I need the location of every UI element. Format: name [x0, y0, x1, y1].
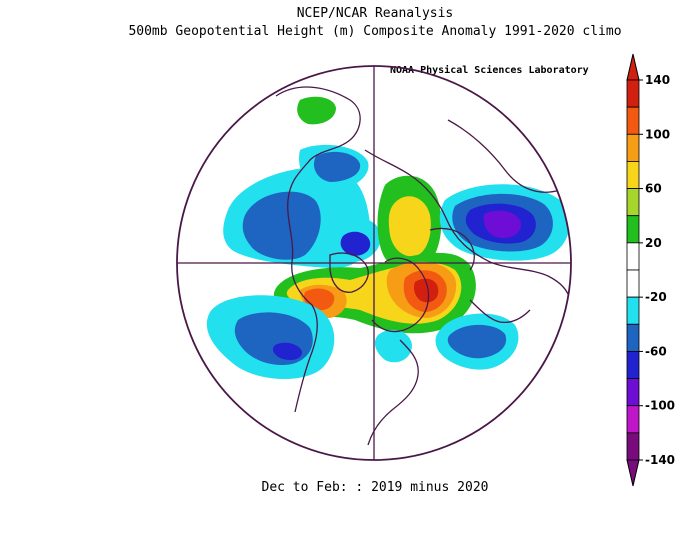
colorbar-arrow-bottom [626, 459, 640, 487]
contour-violet-siberia [483, 210, 521, 238]
colorbar-tick-label: -60 [645, 344, 667, 358]
colorbar-tick-label: 60 [645, 182, 662, 196]
colorbar-tick-label: 20 [645, 236, 662, 250]
colorbar-swatch [626, 79, 640, 108]
colorbar-tick-label: -20 [645, 290, 667, 304]
contour-cyan-hudson [374, 329, 412, 363]
contour-blue-northatlantic [313, 151, 361, 182]
contour-yellow-greenland [388, 196, 431, 257]
colorbar-swatch [626, 378, 640, 407]
map-boundary [176, 65, 572, 461]
colorbar-swatch [626, 161, 640, 189]
colorbar-swatch [626, 296, 640, 325]
colorbar-arrow-top [626, 53, 640, 81]
colorbar-swatch [626, 215, 640, 244]
colorbar-tick-label: 100 [645, 127, 670, 141]
colorbar-tick-label: -140 [645, 453, 675, 467]
contour-blue-atlantic [242, 191, 321, 260]
coastlines [275, 86, 571, 446]
contour-darkred-canada [414, 278, 439, 303]
contour-red-canada [304, 270, 447, 312]
contour-purple-pacific [272, 342, 302, 360]
colorbar-tick-label: 140 [645, 73, 670, 87]
chart-title: NCEP/NCAR Reanalysis [296, 6, 454, 21]
colorbar-swatch [626, 269, 640, 298]
colorbar-swatch [626, 351, 640, 379]
anomaly-field [206, 96, 570, 380]
colorbar-swatch [626, 405, 640, 434]
colorbar: 140 100 60 20 -20 -60 -100 -140 [626, 53, 675, 487]
contour-blue-eastus [447, 324, 507, 359]
chart-subtitle: 500mb Geopotential Height (m) Composite … [128, 24, 622, 39]
colorbar-swatch [626, 133, 640, 162]
colorbar-swatch [626, 432, 640, 461]
credit-label: NOAA Physical Sciences Laboratory [390, 65, 589, 76]
colorbar-tick-label: -100 [645, 399, 675, 413]
colorbar-swatch [626, 242, 640, 271]
colorbar-swatch [626, 106, 640, 135]
colorbar-swatch [626, 323, 640, 352]
contour-purple-arctic [340, 231, 371, 256]
period-label: Dec to Feb: : 2019 minus 2020 [261, 480, 489, 495]
colorbar-swatch [626, 188, 640, 217]
contour-green-iceland [297, 96, 336, 125]
